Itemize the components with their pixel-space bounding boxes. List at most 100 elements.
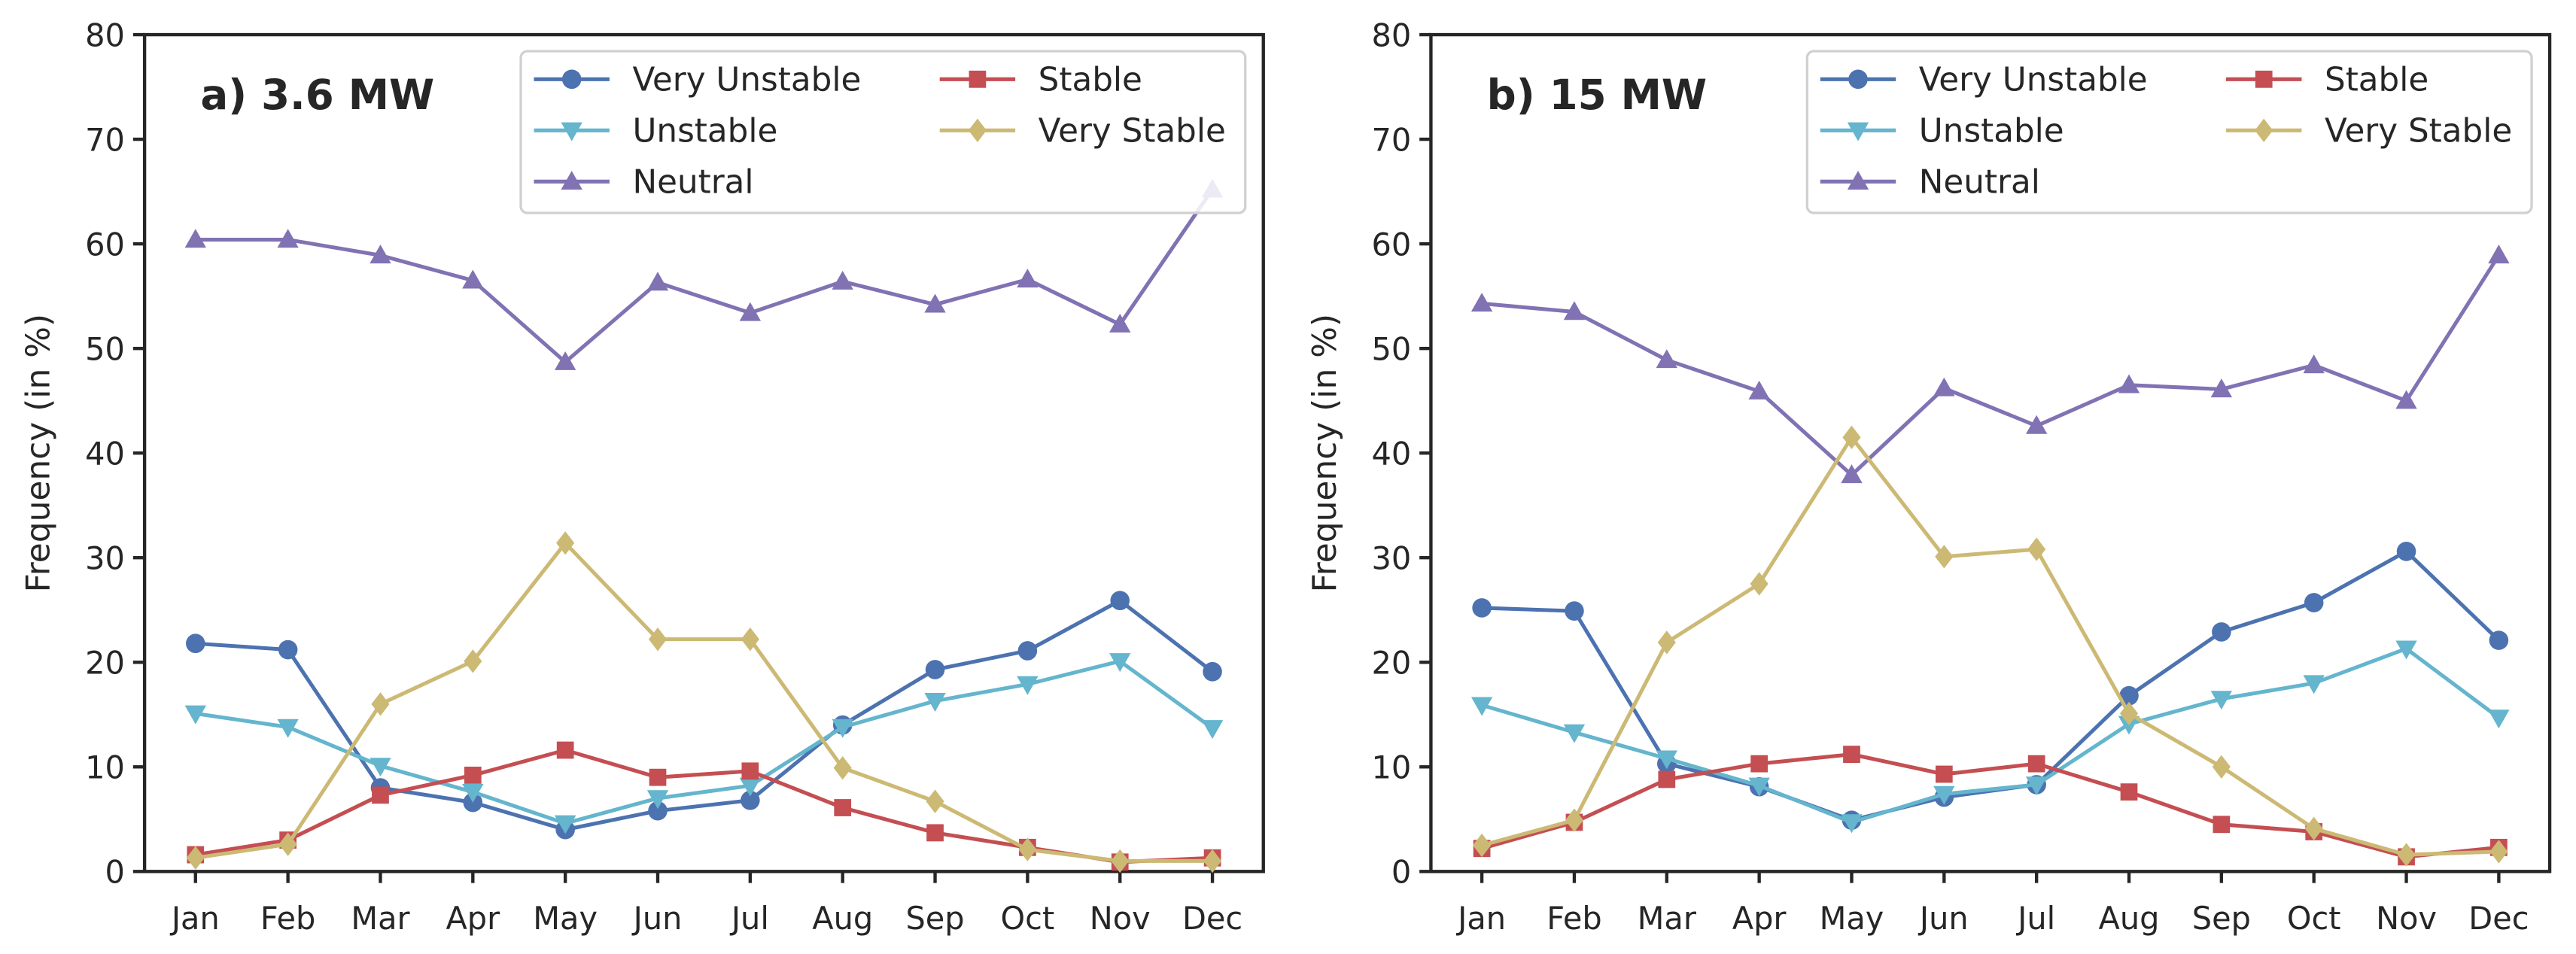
x-tick-label: Jan (169, 900, 220, 937)
series-line (195, 598, 1214, 832)
legend-label: Very Unstable (632, 61, 861, 99)
data-point (1750, 755, 1768, 773)
x-tick-label: Jan (1455, 900, 1506, 937)
legend: Very Unstable Unstable Neutral Stable Very S… (519, 50, 1247, 214)
legend-label: Unstable (1919, 112, 2064, 150)
data-point (649, 768, 667, 786)
y-tick-label: 0 (1391, 854, 1411, 891)
data-point (464, 766, 482, 784)
series-line (195, 659, 1214, 825)
panel-title: b) 15 MW (1487, 71, 1707, 119)
legend-label: Very Unstable (1919, 61, 2148, 99)
panel-a: 0 10 20 30 40 50 60 70 80 Jan Feb Mar Apr May Jun Jul Au… (20, 17, 1265, 937)
data-point (2212, 622, 2231, 642)
data-point (1658, 770, 1676, 788)
legend-label: Neutral (1919, 163, 2040, 202)
x-tick-label: Oct (2287, 900, 2341, 937)
y-axis-label: Frequency (in %) (20, 314, 58, 592)
data-point (462, 269, 484, 289)
data-point (277, 719, 299, 738)
data-point (1563, 724, 1586, 743)
data-point (1563, 301, 1586, 321)
data-point (1935, 545, 1954, 569)
data-point (1656, 349, 1677, 369)
data-point (2397, 843, 2416, 867)
data-point (1203, 661, 1222, 682)
x-tick-label: Nov (1090, 900, 1151, 937)
legend-item: Neutral (534, 163, 754, 202)
y-tick-label: 60 (85, 226, 125, 263)
data-point (1656, 750, 1677, 770)
y-tick-label: 20 (85, 645, 125, 682)
series-very-stable (1473, 425, 2508, 867)
legend-marker-icon (2255, 70, 2273, 88)
series-line (1481, 435, 2499, 857)
data-point (2303, 675, 2325, 694)
data-point (2488, 245, 2510, 264)
x-tick-label: Dec (1182, 900, 1242, 937)
data-point (1201, 720, 1224, 740)
data-point (2395, 390, 2417, 409)
data-point (2025, 415, 2048, 434)
series-neutral (1470, 245, 2510, 484)
legend-item: Unstable (1820, 112, 2064, 150)
y-tick-label: 60 (1371, 226, 1411, 263)
data-point (2488, 709, 2510, 729)
data-point (184, 705, 206, 725)
data-point (1109, 653, 1131, 673)
data-point (925, 660, 945, 679)
x-tick-label: Mar (351, 900, 410, 937)
data-point (1018, 837, 1037, 861)
x-tick-label: Sep (905, 900, 964, 937)
legend-label: Stable (2325, 61, 2428, 99)
legend-label: Very Stable (1039, 112, 1226, 150)
x-tick-label: Apr (1732, 900, 1787, 937)
data-point (741, 790, 760, 810)
x-tick-label: Aug (2099, 900, 2160, 937)
x-tick-label: Feb (1547, 900, 1601, 937)
data-point (2489, 840, 2508, 864)
data-point (924, 692, 946, 712)
data-point (462, 783, 484, 803)
data-point (1111, 849, 1130, 873)
x-tick-label: Aug (812, 900, 873, 937)
data-point (646, 272, 669, 291)
data-point (2118, 374, 2140, 393)
data-point (832, 270, 853, 290)
legend-label: Unstable (632, 112, 777, 150)
data-point (739, 777, 762, 797)
data-point (2119, 685, 2139, 706)
series-unstable (184, 653, 1224, 834)
data-point (2119, 701, 2139, 726)
legend-label: Neutral (632, 163, 753, 202)
data-point (464, 649, 482, 673)
x-tick-label: Apr (446, 900, 500, 937)
y-tick-label: 80 (85, 17, 125, 53)
data-point (2304, 593, 2324, 612)
x-tick-label: Jun (631, 900, 683, 937)
data-point (2027, 755, 2045, 773)
data-point (2210, 691, 2233, 710)
x-tick-label: Nov (2376, 900, 2437, 937)
data-point (1933, 377, 1955, 396)
data-point (1843, 746, 1860, 764)
y-tick-label: 20 (1371, 645, 1411, 682)
y-tick-label: 10 (1371, 749, 1411, 786)
y-tick-label: 10 (85, 749, 125, 786)
data-point (1841, 814, 1863, 834)
data-point (1748, 380, 1770, 400)
legend-box (519, 50, 1247, 214)
x-tick-label: May (533, 900, 598, 937)
x-tick-label: Feb (260, 900, 315, 937)
data-point (2213, 816, 2231, 834)
legend-marker-icon (561, 171, 582, 190)
series-very-stable (186, 531, 1222, 873)
data-point (1565, 808, 1584, 832)
series-line (1481, 752, 2499, 859)
data-point (648, 801, 668, 821)
series-very-unstable (1472, 542, 2509, 831)
data-point (278, 640, 298, 660)
data-point (1565, 601, 1584, 621)
legend-item: Very Stable (939, 112, 1226, 150)
data-point (741, 762, 759, 780)
